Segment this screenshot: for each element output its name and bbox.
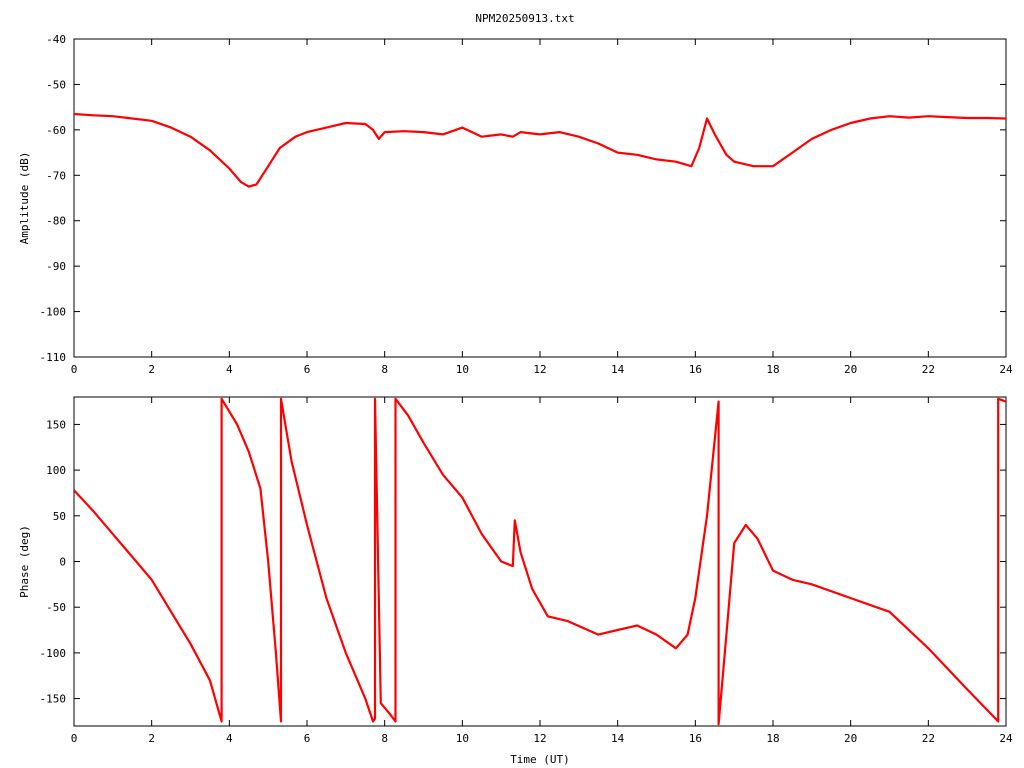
x-tick-label: 10	[456, 363, 469, 376]
x-tick-label: 10	[456, 732, 469, 745]
plot-frame	[73, 38, 1007, 358]
x-tick-label: 14	[611, 732, 625, 745]
x-tick-label: 24	[999, 363, 1013, 376]
series-line	[74, 397, 1006, 726]
x-tick-label: 8	[381, 363, 388, 376]
x-axis-title: Time (UT)	[510, 753, 570, 766]
x-tick-label: 24	[999, 732, 1013, 745]
y-tick-label: -60	[46, 124, 66, 137]
x-tick-label: 0	[71, 732, 78, 745]
x-tick-label: 4	[226, 732, 233, 745]
series-line	[74, 112, 1006, 188]
y-tick-label: -40	[46, 33, 66, 46]
x-tick-label: 12	[533, 732, 546, 745]
y-tick-label: -90	[46, 260, 66, 273]
x-tick-label: 18	[766, 732, 779, 745]
y-tick-label: -100	[40, 647, 67, 660]
x-tick-label: 16	[689, 363, 702, 376]
x-tick-label: 12	[533, 363, 546, 376]
x-tick-label: 6	[304, 363, 311, 376]
y-tick-label: 100	[46, 464, 66, 477]
x-tick-label: 14	[611, 363, 625, 376]
y-axis-title: Amplitude (dB)	[18, 152, 31, 245]
x-tick-label: 20	[844, 363, 857, 376]
x-tick-label: 6	[304, 732, 311, 745]
x-tick-label: 4	[226, 363, 233, 376]
x-tick-label: 22	[922, 363, 935, 376]
y-tick-label: 50	[53, 510, 66, 523]
x-tick-label: 20	[844, 732, 857, 745]
y-tick-label: 0	[59, 556, 66, 569]
x-tick-label: 16	[689, 732, 702, 745]
y-tick-label: -110	[40, 351, 67, 364]
y-tick-label: -70	[46, 169, 66, 182]
y-tick-label: -150	[40, 693, 67, 706]
x-tick-label: 8	[381, 732, 388, 745]
x-tick-label: 0	[71, 363, 78, 376]
plot-frame	[73, 396, 1007, 727]
y-tick-label: -80	[46, 215, 66, 228]
x-tick-label: 22	[922, 732, 935, 745]
y-tick-label: -50	[46, 601, 66, 614]
chart-title: NPM20250913.txt	[475, 12, 574, 25]
amplitude-panel: 0 2 4 6 8 10 12 14 16 18 20 22 24-40-50-60-70-80-90-…	[18, 33, 1013, 376]
x-tick-label: 2	[148, 363, 155, 376]
x-tick-label: 2	[148, 732, 155, 745]
x-tick-label: 18	[766, 363, 779, 376]
y-axis-title: Phase (deg)	[18, 525, 31, 598]
y-tick-label: -50	[46, 78, 66, 91]
y-tick-label: -100	[40, 306, 67, 319]
y-tick-label: 150	[46, 418, 66, 431]
phase-panel: 0 2 4 6 8 10 12 14 16 18 20 22 24150100500-50-100-15…	[18, 396, 1013, 766]
